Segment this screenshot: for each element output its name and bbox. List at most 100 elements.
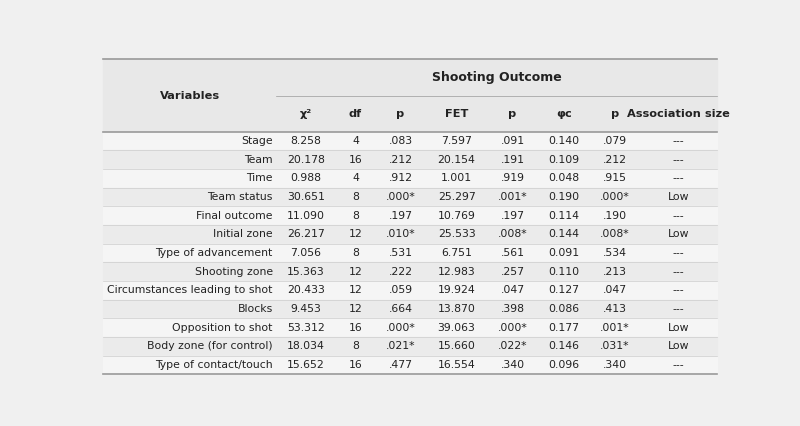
Bar <box>103 337 717 356</box>
Text: ---: --- <box>673 136 685 146</box>
Text: 16: 16 <box>349 322 362 333</box>
Bar <box>103 188 717 206</box>
Text: ---: --- <box>673 267 685 276</box>
Text: ---: --- <box>673 248 685 258</box>
Text: .010*: .010* <box>386 229 415 239</box>
Text: 0.177: 0.177 <box>548 322 579 333</box>
Text: ---: --- <box>673 155 685 165</box>
Text: 16.554: 16.554 <box>438 360 475 370</box>
Text: 8: 8 <box>352 341 359 351</box>
Text: 20.433: 20.433 <box>287 285 325 295</box>
Text: 30.651: 30.651 <box>287 192 325 202</box>
Text: .664: .664 <box>389 304 413 314</box>
Text: Time: Time <box>246 173 273 183</box>
Text: Type of contact/touch: Type of contact/touch <box>155 360 273 370</box>
Text: 0.146: 0.146 <box>548 341 579 351</box>
Text: .190: .190 <box>603 211 627 221</box>
Text: .477: .477 <box>389 360 413 370</box>
Text: ---: --- <box>673 304 685 314</box>
Text: 12.983: 12.983 <box>438 267 475 276</box>
Text: 15.660: 15.660 <box>438 341 475 351</box>
Text: .212: .212 <box>389 155 413 165</box>
Text: .000*: .000* <box>386 192 415 202</box>
Text: .531: .531 <box>389 248 413 258</box>
Text: 10.769: 10.769 <box>438 211 475 221</box>
Text: 0.144: 0.144 <box>548 229 579 239</box>
Text: .008*: .008* <box>600 229 630 239</box>
Text: .413: .413 <box>603 304 627 314</box>
Text: 0.140: 0.140 <box>548 136 579 146</box>
Text: Variables: Variables <box>160 91 220 101</box>
Text: 19.924: 19.924 <box>438 285 475 295</box>
Bar <box>103 356 717 374</box>
Text: .000*: .000* <box>498 322 527 333</box>
Text: ---: --- <box>673 173 685 183</box>
Text: .222: .222 <box>389 267 413 276</box>
Text: 13.870: 13.870 <box>438 304 475 314</box>
Text: 25.533: 25.533 <box>438 229 475 239</box>
Text: Low: Low <box>668 322 690 333</box>
Text: p: p <box>611 109 619 118</box>
Text: Team: Team <box>244 155 273 165</box>
Text: 0.096: 0.096 <box>548 360 579 370</box>
Text: Circumstances leading to shot: Circumstances leading to shot <box>107 285 273 295</box>
Text: φc: φc <box>556 109 572 118</box>
Bar <box>103 206 717 225</box>
Text: ---: --- <box>673 211 685 221</box>
Text: p: p <box>397 109 405 118</box>
Text: .919: .919 <box>501 173 525 183</box>
Text: Low: Low <box>668 341 690 351</box>
Text: Type of advancement: Type of advancement <box>155 248 273 258</box>
Bar <box>103 318 717 337</box>
Bar <box>103 262 717 281</box>
Text: 9.453: 9.453 <box>290 304 322 314</box>
Text: .031*: .031* <box>600 341 630 351</box>
Text: .021*: .021* <box>386 341 415 351</box>
Text: 0.988: 0.988 <box>290 173 322 183</box>
Text: 20.178: 20.178 <box>287 155 325 165</box>
Text: Shooting Outcome: Shooting Outcome <box>432 71 562 84</box>
Text: 12: 12 <box>349 285 362 295</box>
Text: Opposition to shot: Opposition to shot <box>172 322 273 333</box>
Text: .191: .191 <box>501 155 525 165</box>
Text: 53.312: 53.312 <box>287 322 325 333</box>
Text: 0.048: 0.048 <box>548 173 579 183</box>
Text: .561: .561 <box>501 248 525 258</box>
Text: 4: 4 <box>352 136 359 146</box>
Text: .534: .534 <box>603 248 627 258</box>
Text: .398: .398 <box>501 304 525 314</box>
Text: 8: 8 <box>352 192 359 202</box>
Text: Final outcome: Final outcome <box>196 211 273 221</box>
Bar <box>103 225 717 244</box>
Text: 25.297: 25.297 <box>438 192 475 202</box>
Bar <box>103 244 717 262</box>
Text: .197: .197 <box>389 211 413 221</box>
Text: 12: 12 <box>349 229 362 239</box>
Text: Association size: Association size <box>627 109 730 118</box>
Text: .001*: .001* <box>600 322 630 333</box>
Text: 11.090: 11.090 <box>287 211 325 221</box>
Text: Low: Low <box>668 192 690 202</box>
Text: .000*: .000* <box>600 192 630 202</box>
Text: 4: 4 <box>352 173 359 183</box>
Text: .212: .212 <box>603 155 627 165</box>
Text: Initial zone: Initial zone <box>213 229 273 239</box>
Text: 8: 8 <box>352 211 359 221</box>
Text: Low: Low <box>668 229 690 239</box>
Text: .047: .047 <box>603 285 627 295</box>
Text: 1.001: 1.001 <box>441 173 472 183</box>
Text: 0.109: 0.109 <box>548 155 579 165</box>
Text: 12: 12 <box>349 304 362 314</box>
Text: .022*: .022* <box>498 341 527 351</box>
Text: .001*: .001* <box>498 192 527 202</box>
Text: .008*: .008* <box>498 229 527 239</box>
Text: .059: .059 <box>389 285 413 295</box>
Text: .915: .915 <box>603 173 627 183</box>
Text: FET: FET <box>445 109 468 118</box>
Text: 6.751: 6.751 <box>441 248 472 258</box>
Text: 8: 8 <box>352 248 359 258</box>
Bar <box>103 169 717 188</box>
Text: 39.063: 39.063 <box>438 322 475 333</box>
Text: .340: .340 <box>501 360 525 370</box>
Text: .047: .047 <box>501 285 525 295</box>
